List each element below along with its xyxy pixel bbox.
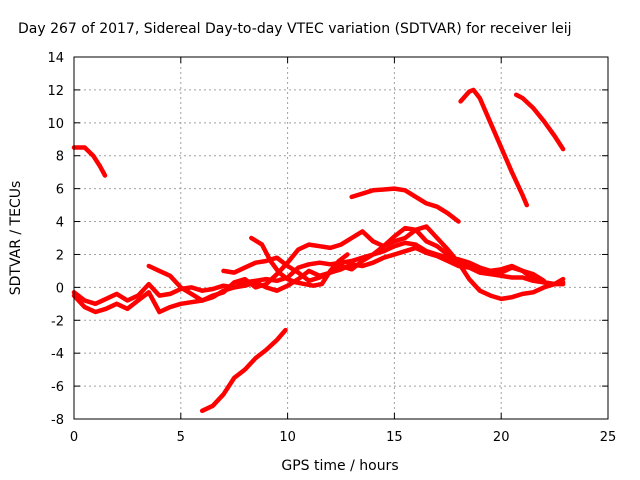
y-tick-label: 6 (56, 183, 64, 198)
series-trace-10 (249, 235, 350, 288)
axis-layer: 0 5 10 15 20 25 -8 -6 -4 -2 0 2 4 6 8 10 12 14 (47, 51, 616, 445)
y-tick-label: 2 (56, 248, 64, 263)
series-trace-5 (199, 327, 288, 414)
y-tick-label: 10 (47, 117, 64, 132)
plot-frame (73, 56, 609, 420)
series-trace-7 (71, 225, 566, 315)
grid-layer (74, 57, 608, 419)
y-tick-label: 14 (47, 51, 64, 66)
series-trace-9 (221, 245, 566, 287)
chart-title: Day 267 of 2017, Sidereal Day-to-day VTE… (18, 21, 572, 37)
x-tick-label: 10 (279, 430, 296, 445)
y-tick-label: -4 (51, 347, 64, 362)
series-layer (71, 87, 566, 414)
x-tick-label: 5 (177, 430, 185, 445)
y-axis-title: SDTVAR / TECUs (8, 181, 24, 296)
x-axis-title: GPS time / hours (281, 458, 398, 474)
series-trace-3 (513, 92, 566, 152)
x-tick-label: 20 (493, 430, 510, 445)
y-tick-label: 0 (56, 281, 64, 296)
y-tick-label: -6 (51, 380, 64, 395)
y-tick-label: 4 (56, 216, 64, 231)
series-trace-4 (349, 186, 461, 224)
y-tick-label: 8 (56, 150, 64, 165)
y-tick-label: -8 (51, 413, 64, 428)
y-tick-label: 12 (47, 84, 64, 99)
x-tick-label: 0 (70, 430, 78, 445)
series-trace-1 (71, 145, 108, 178)
series-trace-2 (458, 87, 530, 208)
x-tick-label: 25 (600, 430, 617, 445)
x-tick-label: 15 (386, 430, 403, 445)
y-tick-label: -2 (51, 314, 64, 329)
